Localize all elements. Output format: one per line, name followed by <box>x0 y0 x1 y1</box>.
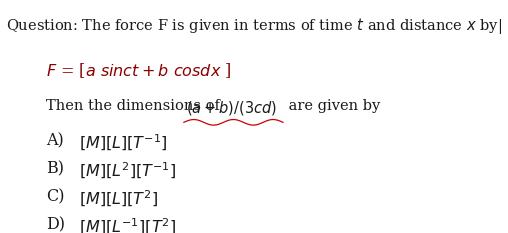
Text: $[M][L][T^{-1}]$: $[M][L][T^{-1}]$ <box>79 133 168 153</box>
Text: C): C) <box>46 189 64 206</box>
Text: are given by: are given by <box>284 99 380 113</box>
Text: $[M][L^{2}][T^{-1}]$: $[M][L^{2}][T^{-1}]$ <box>79 161 176 181</box>
Text: Then the dimensions of: Then the dimensions of <box>46 99 224 113</box>
Text: $[M][L][T^{2}]$: $[M][L][T^{2}]$ <box>79 189 158 209</box>
Text: $\mathit{F}$ = [$\mathit{a\ sinct + b\ cosdx}$ ]: $\mathit{F}$ = [$\mathit{a\ sinct + b\ c… <box>46 62 231 81</box>
Text: B): B) <box>46 161 64 178</box>
Text: D): D) <box>46 217 65 233</box>
Text: Question: The force F is given in terms of time $t$ and distance $x$ by|: Question: The force F is given in terms … <box>6 16 502 36</box>
Text: $[M][L^{-1}][T^{2}]$: $[M][L^{-1}][T^{2}]$ <box>79 217 176 233</box>
Text: A): A) <box>46 133 64 150</box>
Text: $\mathit{(a+b)/(3cd)}$: $\mathit{(a+b)/(3cd)}$ <box>186 99 277 117</box>
